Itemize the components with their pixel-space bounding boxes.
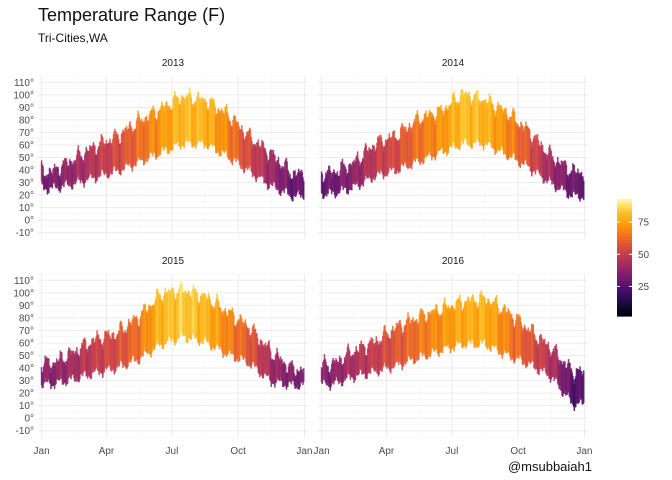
legend-colorbar-segment (617, 228, 632, 232)
legend-colorbar-segment (617, 277, 632, 282)
y-tick-label: 50° (19, 351, 34, 362)
facet-strip-label: 2013 (162, 58, 185, 69)
y-tick-label: -10° (16, 426, 34, 437)
y-tick-label: -10° (16, 228, 34, 239)
y-tick-label: 30° (19, 178, 34, 189)
chart-subtitle: Tri-Cities,WA (38, 31, 108, 45)
x-tick-label: Oct (510, 446, 526, 457)
legend-colorbar-segment (617, 237, 632, 241)
legend-colorbar-segment (617, 225, 632, 229)
y-tick-label: 30° (19, 376, 34, 387)
y-tick-label: 60° (19, 140, 34, 151)
facet-strip-label: 2014 (442, 58, 465, 69)
facet-strip-label: 2015 (162, 256, 185, 267)
legend-colorbar-segment (617, 275, 632, 279)
y-tick-label: 10° (19, 203, 34, 214)
y-tick-label: 80° (19, 115, 34, 126)
y-tick-label: 100° (13, 90, 34, 101)
legend-colorbar-segment (617, 263, 632, 267)
legend-colorbar-segment (617, 272, 632, 276)
y-tick-label: 0° (24, 216, 34, 227)
legend-tick-label: 50 (638, 250, 650, 261)
legend-colorbar-segment (617, 222, 632, 226)
x-tick-label: Oct (230, 446, 246, 457)
legend-colorbar-segment (617, 213, 632, 218)
x-tick-label: Jul (446, 446, 459, 457)
y-tick-label: 70° (19, 326, 34, 337)
legend-colorbar-segment (617, 295, 632, 300)
x-tick-label: Jan (576, 446, 592, 457)
y-tick-label: 70° (19, 128, 34, 139)
legend-colorbar-segment (617, 304, 632, 308)
legend-colorbar-segment (617, 289, 632, 294)
y-tick-label: 60° (19, 338, 34, 349)
y-tick-label: 90° (19, 103, 34, 114)
legend-colorbar-segment (617, 280, 632, 285)
chart-caption: @msubbaiah1 (507, 459, 592, 474)
y-tick-label: 40° (19, 364, 34, 375)
y-tick-label: 20° (19, 389, 34, 400)
y-tick-label: 40° (19, 166, 34, 177)
legend-colorbar-segment (617, 199, 632, 203)
legend-colorbar-segment (617, 254, 632, 259)
y-tick-label: 50° (19, 153, 34, 164)
legend-colorbar-segment (617, 248, 632, 253)
x-tick-label: Jan (296, 446, 312, 457)
legend-colorbar-segment (617, 260, 632, 264)
chart-title: Temperature Range (F) (38, 5, 226, 25)
y-tick-label: 90° (19, 301, 34, 312)
legend-colorbar-segment (617, 310, 632, 314)
y-tick-label: 110° (14, 276, 34, 287)
legend-colorbar-segment (617, 251, 632, 256)
legend-colorbar-segment (617, 231, 632, 235)
legend-colorbar-segment (617, 207, 632, 212)
legend-colorbar-segment (617, 307, 632, 311)
legend-colorbar-segment (617, 210, 632, 215)
legend-colorbar-segment (617, 204, 632, 209)
y-tick-label: 10° (19, 401, 34, 412)
legend-colorbar-segment (617, 298, 632, 302)
legend-colorbar-segment (617, 245, 632, 250)
x-tick-label: Jan (34, 446, 50, 457)
y-tick-label: 80° (19, 313, 34, 324)
legend-tick-label: 75 (638, 218, 650, 229)
legend-colorbar-segment (617, 216, 632, 221)
y-tick-label: 110° (14, 78, 34, 89)
legend-colorbar-segment (617, 201, 632, 206)
legend-colorbar-segment (617, 269, 632, 273)
x-tick-label: Apr (379, 446, 395, 457)
legend-colorbar-segment (617, 219, 632, 223)
legend-tick-label: 25 (638, 282, 650, 293)
legend-colorbar-segment (617, 292, 632, 297)
legend-colorbar-segment (617, 234, 632, 238)
legend-colorbar-segment (617, 242, 632, 247)
legend-colorbar-segment (617, 257, 632, 262)
y-tick-label: 100° (13, 288, 34, 299)
legend-colorbar-segment (617, 266, 632, 270)
x-tick-label: Apr (99, 446, 115, 457)
legend-colorbar-segment (617, 283, 632, 288)
legend-colorbar-segment (617, 286, 632, 291)
x-tick-label: Jan (314, 446, 330, 457)
x-tick-label: Jul (166, 446, 179, 457)
y-tick-label: 20° (19, 191, 34, 202)
legend-colorbar-segment (617, 313, 632, 317)
y-tick-label: 0° (24, 414, 34, 425)
facet-strip-label: 2016 (442, 256, 465, 267)
legend-colorbar-segment (617, 301, 632, 305)
legend-colorbar-segment (617, 239, 632, 244)
